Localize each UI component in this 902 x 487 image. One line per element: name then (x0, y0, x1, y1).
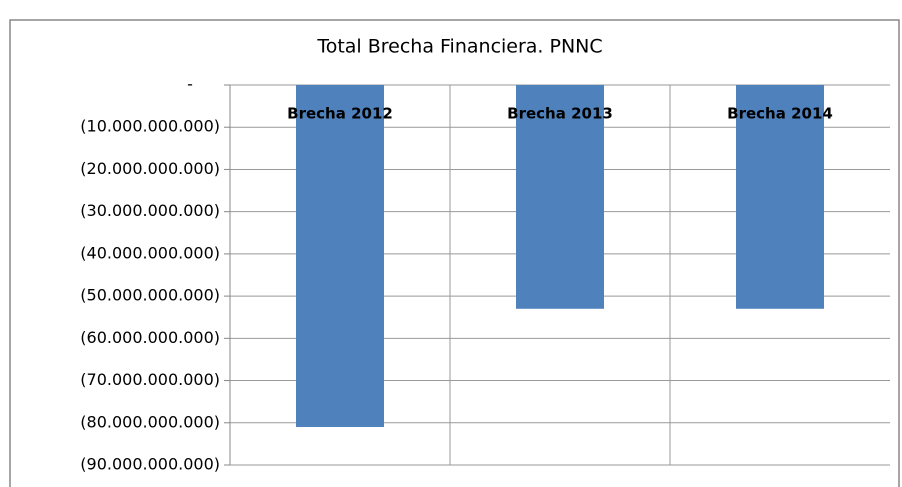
bar (516, 85, 604, 309)
y-tick-label: (60.000.000.000) (80, 328, 220, 347)
y-tick-label: (30.000.000.000) (80, 201, 220, 220)
x-tick-label: Brecha 2012 (287, 105, 393, 123)
x-tick-label: Brecha 2013 (507, 105, 613, 123)
y-tick-label: (50.000.000.000) (80, 286, 220, 305)
y-tick-label: - (187, 75, 193, 94)
bar (736, 85, 824, 309)
chart-title: Total Brecha Financiera. PNNC (316, 36, 602, 58)
y-tick-label: (70.000.000.000) (80, 370, 220, 389)
y-tick-label: (10.000.000.000) (80, 117, 220, 136)
y-tick-label: (90.000.000.000) (80, 455, 220, 474)
bar (296, 85, 384, 427)
y-tick-label: (20.000.000.000) (80, 159, 220, 178)
x-tick-label: Brecha 2014 (727, 105, 833, 123)
y-tick-label: (80.000.000.000) (80, 412, 220, 431)
y-tick-label: (40.000.000.000) (80, 243, 220, 262)
